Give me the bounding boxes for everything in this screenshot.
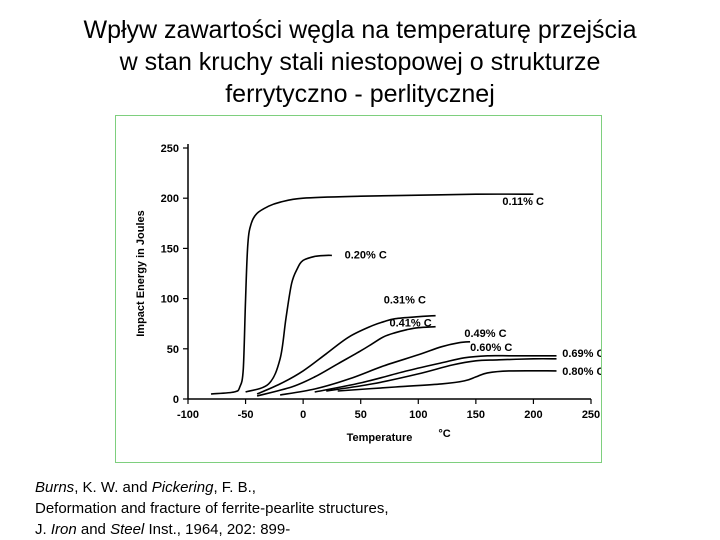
- series-line-041: [256, 325, 436, 397]
- citation-line-2: Deformation and fracture of ferrite-pear…: [35, 500, 389, 517]
- y-tick-label: 200: [161, 193, 179, 205]
- y-tick-label: 150: [161, 243, 179, 255]
- citation-journal-prefix: J.: [35, 521, 51, 538]
- citation-journal-and: and: [76, 521, 111, 538]
- citation-journal-rest: Inst., 1964, 202: 899-: [144, 521, 291, 538]
- curve-label: 0.41% C: [390, 318, 432, 330]
- citation-author-2: Pickering: [151, 479, 214, 496]
- citation-journal-steel: Steel: [110, 521, 145, 538]
- y-tick-label: 100: [161, 294, 179, 306]
- citation: Burns, K. W. and Pickering, F. B., Defor…: [35, 477, 695, 540]
- x-tick-label: 0: [300, 409, 306, 421]
- series-line-020: [245, 254, 332, 393]
- curve-label: 0.11% C: [502, 196, 544, 208]
- x-tick-label: -50: [238, 409, 254, 421]
- x-tick-label: 200: [524, 409, 542, 421]
- x-tick-label: 150: [467, 409, 485, 421]
- series-line-080: [337, 369, 557, 392]
- title-line-3: ferrytyczno - perlitycznej: [225, 80, 495, 108]
- curve-label: 0.31% C: [384, 295, 426, 307]
- title-line-2: w stan kruchy stali niestopowej o strukt…: [119, 48, 601, 76]
- citation-line-3: J. Iron and Steel Inst., 1964, 202: 899-: [35, 519, 695, 540]
- x-tick-label: -100: [177, 409, 199, 421]
- y-tick-label: 250: [161, 143, 179, 155]
- curve-label: 0.20% C: [345, 249, 387, 261]
- series-line-011: [210, 193, 534, 395]
- chart-frame: 0 50 100 150 200 250 -100 -50 0 50 100 150 200 250 Tem…: [115, 115, 602, 463]
- curve-label: 0.49% C: [464, 328, 506, 340]
- y-axis-label: Impact Energy in Joules: [135, 210, 147, 337]
- citation-author-1: Burns: [35, 479, 75, 496]
- series-line-031: [256, 314, 436, 395]
- y-tick-label: 50: [167, 344, 179, 356]
- citation-author-2-rest: , F. B.,: [213, 479, 256, 496]
- impact-energy-chart: 0 50 100 150 200 250 -100 -50 0 50 100 150 200 250 Tem…: [135, 143, 601, 444]
- series-line-069: [326, 357, 557, 392]
- citation-journal-iron: Iron: [50, 521, 77, 538]
- curve-label: 0.60% C: [470, 342, 512, 354]
- citation-author-1-rest: , K. W. and: [74, 479, 152, 496]
- x-tick-label: 250: [582, 409, 600, 421]
- series-line-060: [314, 354, 557, 393]
- x-tick-label: 100: [409, 409, 427, 421]
- citation-line-1: Burns, K. W. and Pickering, F. B.,: [35, 477, 695, 498]
- y-tick-label: 0: [173, 394, 179, 406]
- x-axis-unit: °C: [438, 428, 450, 440]
- x-axis-label: Temperature: [347, 432, 413, 444]
- series-line-049: [279, 341, 471, 396]
- slide-title: Wpływ zawartości węgla na temperaturę pr…: [20, 14, 700, 110]
- x-tick-label: 50: [355, 409, 367, 421]
- title-line-1: Wpływ zawartości węgla na temperaturę pr…: [83, 16, 637, 44]
- curve-label: 0.69% C: [562, 348, 601, 360]
- curve-label: 0.80% C: [562, 366, 601, 378]
